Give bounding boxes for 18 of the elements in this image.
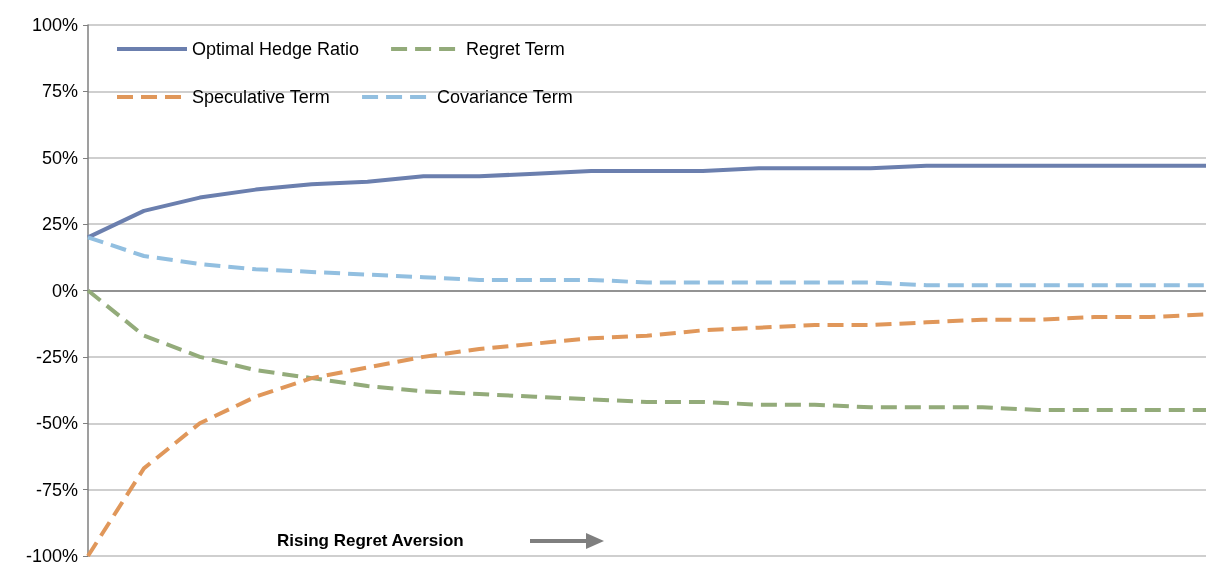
legend-label: Speculative Term [192,87,330,107]
line-series [86,312,1206,558]
y-tick-label: -75% [35,479,78,500]
legend-label: Regret Term [466,39,565,59]
line-series [86,163,1206,240]
y-tick-label: -25% [35,346,78,367]
y-tick-label: 50% [41,147,78,168]
legend-label: Optimal Hedge Ratio [192,39,360,59]
y-tick-label: 100% [31,15,78,35]
y-tick-label: -50% [35,413,78,434]
y-tick-label: 75% [41,81,78,102]
line-series [86,288,1206,412]
legend-label: Covariance Term [437,87,573,107]
y-tick-label: -100% [25,546,78,565]
y-tick-label: 25% [41,214,78,235]
line-series [86,235,1206,288]
y-tick-label: 0% [51,280,78,301]
annotation: Rising Regret Aversion [277,531,464,550]
